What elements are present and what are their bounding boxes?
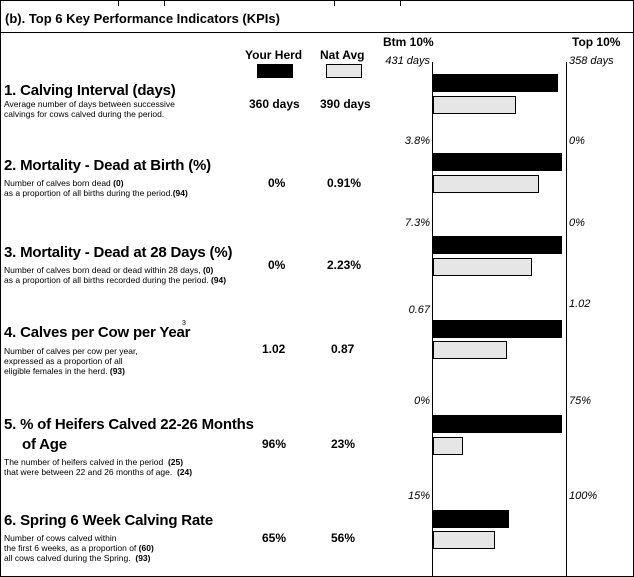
kpi-title: 5. % of Heifers Calved 22-26 Months [4, 416, 254, 433]
nat-avg-bar [433, 341, 507, 359]
top-10-value: 0% [569, 135, 585, 147]
bottom-10-value: 15% [407, 490, 430, 502]
bottom-10-value: 7.3% [404, 217, 430, 229]
your-herd-bar [433, 510, 509, 528]
your-herd-value: 0% [268, 258, 286, 272]
your-herd-bar [433, 153, 562, 171]
kpi-description: The number of heifers calved in the peri… [4, 457, 193, 477]
bottom-10-value: 0% [414, 395, 430, 407]
bottom-10-value: 431 days [385, 55, 430, 67]
superscript-note: 3 [182, 320, 186, 327]
your-herd-legend-swatch [257, 64, 293, 78]
kpi-title: 3. Mortality - Dead at 28 Days (%) [4, 244, 233, 261]
kpi-title: 1. Calving Interval (days) [4, 82, 176, 99]
bottom-10-scale-line [432, 62, 433, 577]
kpi-title: 2. Mortality - Dead at Birth (%) [4, 157, 211, 174]
your-herd-header: Your Herd [245, 48, 303, 62]
nat-avg-value: 23% [331, 437, 356, 451]
nat-avg-bar [433, 175, 539, 193]
bottom-10-value: 0.67 [408, 304, 430, 316]
nat-avg-bar [433, 531, 495, 549]
kpi-description: Number of calves born dead (0) as a prop… [4, 178, 188, 198]
kpi-description: Number of calves per cow per year, expre… [4, 346, 138, 376]
your-herd-value: 0% [268, 176, 286, 190]
top-10-value: 1.02 [569, 298, 591, 310]
nat-avg-value: 0.91% [327, 176, 362, 190]
kpi-title: 6. Spring 6 Week Calving Rate [4, 512, 213, 529]
section-title: (b). Top 6 Key Performance Indicators (K… [5, 11, 280, 26]
your-herd-bar [433, 320, 562, 338]
nat-avg-bar [433, 258, 532, 276]
top-10-scale-line [566, 62, 567, 577]
top-10-header: Top 10% [572, 35, 621, 49]
nat-avg-bar [433, 437, 463, 455]
nat-avg-value: 56% [331, 531, 356, 545]
top-divider [334, 0, 335, 6]
title-rule [0, 32, 634, 33]
kpi-title: 4. Calves per Cow per Year [4, 324, 191, 341]
your-herd-value: 65% [262, 531, 287, 545]
kpi-title-continued: of Age [22, 436, 67, 453]
top-divider [400, 0, 401, 6]
your-herd-bar [433, 236, 562, 254]
top-divider [164, 0, 165, 6]
top-10-value: 100% [569, 490, 598, 502]
nat-avg-value: 0.87 [331, 342, 355, 356]
nat-avg-bar [433, 96, 516, 114]
top-10-value: 0% [569, 217, 585, 229]
top-10-value: 75% [569, 395, 592, 407]
your-herd-bar [433, 74, 558, 92]
top-10-value: 358 days [569, 55, 614, 67]
your-herd-value: 360 days [249, 97, 300, 111]
nat-avg-legend-swatch [326, 64, 362, 78]
nat-avg-header: Nat Avg [320, 48, 365, 62]
kpi-description: Average number of days between successiv… [4, 99, 175, 119]
kpi-description: Number of calves born dead or dead withi… [4, 265, 227, 285]
your-herd-bar [433, 415, 562, 433]
kpi-description: Number of cows calved within the first 6… [4, 533, 154, 563]
nat-avg-value: 2.23% [327, 258, 362, 272]
nat-avg-value: 390 days [320, 97, 371, 111]
bottom-10-header: Btm 10% [383, 35, 434, 49]
your-herd-value: 1.02 [262, 342, 286, 356]
bottom-10-value: 3.8% [404, 135, 430, 147]
your-herd-value: 96% [262, 437, 287, 451]
top-divider [118, 0, 119, 6]
